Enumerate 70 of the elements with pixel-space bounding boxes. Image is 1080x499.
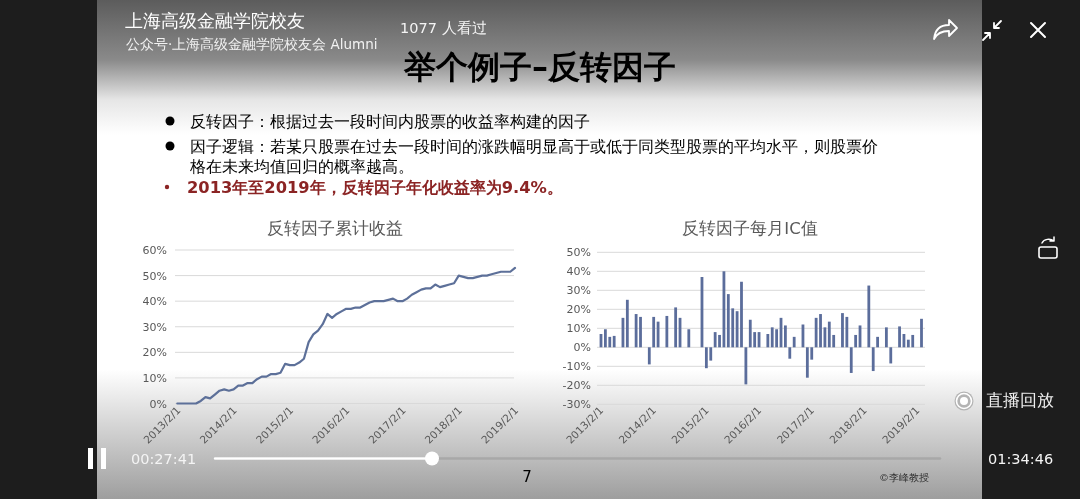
- bar: [854, 334, 858, 348]
- text: ©李峰教授: [879, 472, 929, 483]
- bar: [726, 294, 730, 348]
- bar: [876, 336, 879, 348]
- bar: [639, 316, 642, 348]
- y-tick-label: 10%: [142, 371, 167, 385]
- y-tick-label: 0%: [149, 397, 167, 411]
- bar: [770, 327, 774, 348]
- bar: [652, 316, 656, 348]
- text: 00:27:41: [131, 451, 197, 467]
- bar: [920, 318, 923, 348]
- bar: [867, 285, 871, 348]
- text: 反转因子：根据过去一段时间内股票的收益率构建的因子: [190, 112, 590, 131]
- text: 01:34:46: [988, 451, 1054, 467]
- bar: [740, 281, 743, 348]
- y-tick-label: 40%: [566, 265, 591, 279]
- bar: [603, 329, 607, 348]
- bar: [827, 321, 831, 348]
- bar: [744, 347, 748, 385]
- y-tick-label: 50%: [142, 269, 167, 283]
- y-tick-label: -30%: [562, 398, 591, 412]
- bar: [841, 313, 844, 348]
- bar: [792, 336, 796, 348]
- bar: [819, 314, 822, 348]
- y-tick-label: 20%: [142, 346, 167, 360]
- bar: [647, 347, 651, 365]
- bar: [889, 347, 893, 364]
- bar: [718, 334, 721, 348]
- bar: [775, 329, 779, 348]
- bar: [814, 317, 818, 348]
- y-tick-label: -20%: [562, 379, 591, 393]
- bar: [805, 347, 809, 378]
- y-tick-label: 10%: [566, 322, 591, 336]
- text: 因子逻辑：若某只股票在过去一段时间的涨跌幅明显高于或低于同类型股票的平均水平，则股票价格在未来均值回归的概率越高。: [189, 137, 878, 176]
- bar: [766, 334, 770, 348]
- bar: [871, 347, 875, 372]
- bar: [884, 327, 888, 348]
- bar: [687, 329, 691, 348]
- y-tick-label: 30%: [142, 320, 167, 334]
- bar: [748, 319, 752, 348]
- text: 2013年至2019年，反转因子年化收益率为9.4%。: [187, 178, 563, 197]
- y-tick-label: 20%: [566, 303, 591, 317]
- bar: [713, 332, 717, 348]
- bar: [665, 315, 669, 348]
- bar: [674, 307, 678, 348]
- text: 公众号·上海高级金融学院校友会 Alumni: [126, 36, 378, 52]
- bar: [784, 325, 787, 348]
- text: 直播回放: [986, 391, 1054, 410]
- bar: [625, 299, 629, 348]
- text: 上海高级金融学院校友: [125, 11, 305, 31]
- bar: [845, 316, 849, 348]
- y-tick-label: 40%: [142, 295, 167, 309]
- text: 举个例子–反转因子: [403, 48, 676, 86]
- y-tick-label: -10%: [562, 360, 591, 374]
- y-tick-label: 30%: [566, 284, 591, 298]
- chart-title: 反转因子累计收益: [267, 219, 403, 238]
- y-tick-label: 60%: [142, 244, 167, 257]
- bar: [906, 339, 910, 348]
- bar: [898, 326, 901, 348]
- bar: [788, 347, 792, 359]
- bar: [612, 335, 616, 348]
- text: 1077 人看过: [400, 20, 487, 36]
- bar: [911, 334, 915, 348]
- text: 7: [522, 468, 532, 486]
- bar: [704, 347, 708, 369]
- bar: [849, 347, 853, 373]
- y-tick-label: 0%: [573, 341, 591, 355]
- y-tick-label: 50%: [566, 246, 591, 260]
- chart-title: 反转因子每月IC值: [682, 219, 818, 238]
- bar: [634, 314, 638, 348]
